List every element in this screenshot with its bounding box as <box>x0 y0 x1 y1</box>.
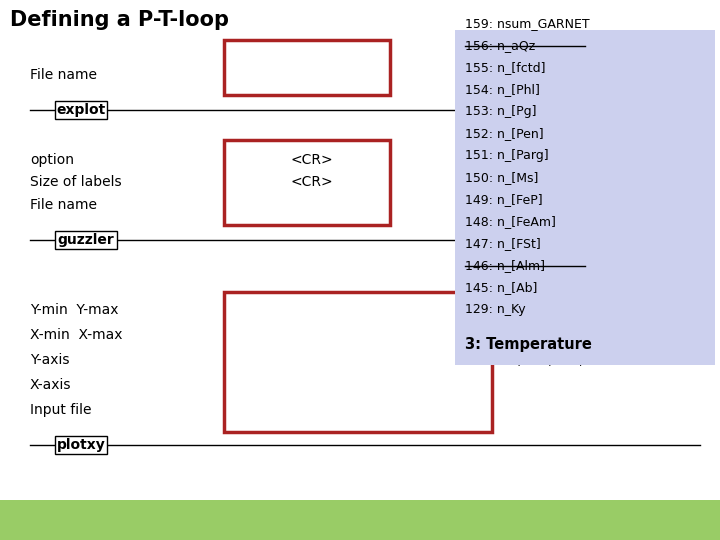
Text: File name: File name <box>30 198 97 212</box>
Text: 145: n_[Ab]: 145: n_[Ab] <box>465 281 537 294</box>
Text: 152: n_[Pen]: 152: n_[Pen] <box>465 127 544 140</box>
Bar <box>455 30 715 365</box>
Text: Y-axis: Y-axis <box>30 353 70 367</box>
Text: 155: n_[fctd]: 155: n_[fctd] <box>465 62 546 75</box>
Text: 150: n_[Ms]: 150: n_[Ms] <box>465 172 539 185</box>
Bar <box>224 140 390 225</box>
Text: explot: explot <box>56 103 106 117</box>
Bar <box>55 436 107 454</box>
Text: 153: n_[Pg]: 153: n_[Pg] <box>465 105 536 118</box>
Text: loop_table: loop_table <box>230 403 302 417</box>
Text: Defining a P-T-loop: Defining a P-T-loop <box>10 10 229 30</box>
Text: 156: n_aQz: 156: n_aQz <box>465 39 535 52</box>
Bar <box>55 101 107 119</box>
Text: File name: File name <box>30 68 97 82</box>
Text: X-min  X-max: X-min X-max <box>30 328 122 342</box>
Text: 154: n_[Phl]: 154: n_[Phl] <box>465 84 540 97</box>
Text: 3: Temperature: 3: Temperature <box>465 338 592 353</box>
Text: 149: n_[FeP]: 149: n_[FeP] <box>465 193 543 206</box>
Text: 146: n_[Alm]: 146: n_[Alm] <box>465 260 545 273</box>
Text: <CR>: <CR> <box>290 175 333 189</box>
Text: Size of labels: Size of labels <box>30 175 122 189</box>
Text: xyplot: xyplot <box>230 198 274 212</box>
Text: option: option <box>30 153 74 167</box>
Text: 3: 3 <box>230 378 239 392</box>
Text: 151: n_[Parg]: 151: n_[Parg] <box>465 150 549 163</box>
Text: 129: n_Ky: 129: n_Ky <box>465 303 526 316</box>
Text: Y-min  Y-max: Y-min Y-max <box>30 303 119 317</box>
Text: 159: nsum_GARNET: 159: nsum_GARNET <box>465 17 590 30</box>
Text: Input file: Input file <box>30 403 91 417</box>
Text: X-axis: X-axis <box>30 378 71 392</box>
Bar <box>55 231 117 249</box>
Text: <CR>: <CR> <box>290 153 333 167</box>
Text: <CR>: <CR> <box>230 328 273 342</box>
Bar <box>0 500 720 540</box>
Text: 147: n_[FSt]: 147: n_[FSt] <box>465 238 541 251</box>
Text: plotxy: plotxy <box>57 438 105 452</box>
Text: guzzler: guzzler <box>58 233 114 247</box>
Bar <box>224 292 492 432</box>
Text: 129,145,147,148+149+152,150,151,153,154,155,159: 129,145,147,148+149+152,150,151,153,154,… <box>230 353 610 367</box>
Text: 148: n_[FeAm]: 148: n_[FeAm] <box>465 215 556 228</box>
Text: clean: clean <box>230 68 267 82</box>
Bar <box>224 40 390 95</box>
Text: 0   7   7: 0 7 7 <box>230 303 282 317</box>
